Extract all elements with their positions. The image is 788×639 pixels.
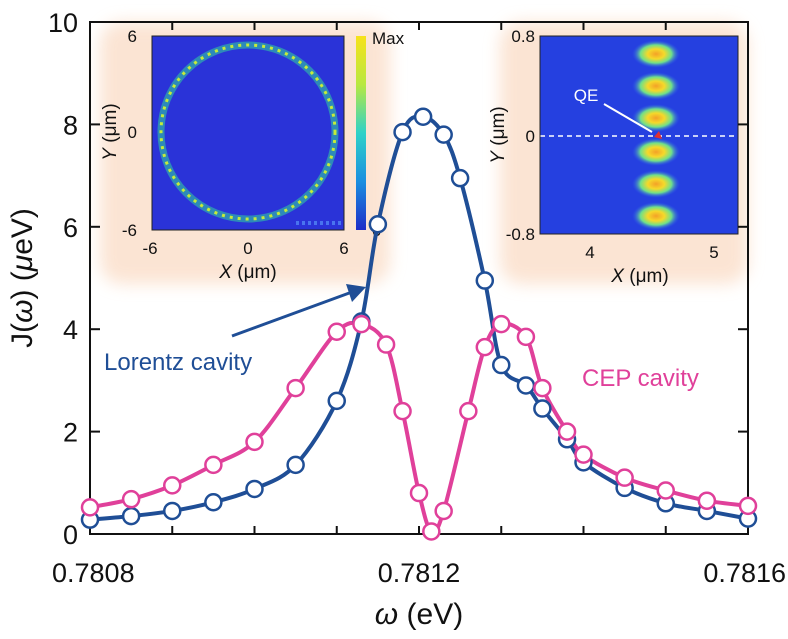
y-tick-label: 6 (63, 213, 78, 243)
data-point-lorentz (413, 107, 433, 126)
data-point-lorentz (450, 168, 470, 188)
data-point-lorentz (163, 501, 182, 521)
data-point-cep (327, 322, 346, 342)
data-point-cep (163, 476, 182, 495)
data-point-cep (459, 401, 478, 421)
data-point-cep (121, 489, 141, 509)
x-tick-label: 0.7812 (378, 558, 461, 588)
data-point-lorentz (475, 271, 495, 290)
data-point-cep (409, 483, 429, 503)
data-point-lorentz (204, 493, 223, 512)
ticks: 0 2 4 6 8 10 0.7808 0.7812 0.7816 (48, 8, 786, 588)
inset-right-xtick: 4 (585, 243, 594, 262)
data-point-lorentz (286, 455, 305, 475)
data-point-cep (475, 337, 495, 357)
inset-left-xtick: -6 (142, 239, 157, 258)
lorentz-arrow-line (231, 290, 353, 338)
x-tick-label: 0.7808 (52, 558, 135, 588)
data-point-cep (615, 468, 634, 487)
data-point-cep (376, 335, 396, 354)
inset-right-xtick: 5 (709, 243, 718, 262)
inset-right-ylabel: Y (μm) (488, 106, 509, 163)
cep-cavity-label: CEP cavity (582, 365, 699, 392)
data-point-lorentz (368, 214, 388, 234)
inset-left-ytick: -6 (122, 221, 137, 240)
inset-right-heatmap (539, 35, 739, 235)
data-point-lorentz (327, 391, 346, 411)
data-point-cep (738, 496, 758, 516)
y-tick-label: 4 (63, 315, 78, 345)
qe-marker-label: QE (574, 86, 599, 105)
inset-left-heatmap (151, 35, 345, 231)
y-tick-label: 10 (48, 8, 78, 38)
data-point-lorentz (121, 506, 141, 526)
y-axis-label: J(ω) (μeV) (6, 208, 39, 348)
x-tick-label: 0.7816 (703, 558, 786, 588)
colorbar-max-label: Max (372, 29, 405, 48)
y-tick-label: 0 (63, 520, 78, 550)
inset-left-xtick: 6 (339, 239, 348, 258)
data-point-cep (204, 455, 223, 475)
data-point-cep (516, 327, 536, 347)
inset-left-ytick: 6 (128, 27, 137, 46)
data-point-lorentz (533, 399, 552, 418)
inset-left-ytick: 0 (128, 123, 137, 142)
inset-right-ytick: 0.8 (511, 27, 535, 46)
data-point-cep (557, 422, 577, 441)
y-tick-label: 8 (63, 110, 78, 140)
data-point-cep (422, 522, 441, 541)
colorbar (356, 36, 366, 230)
lorentz-arrow-head (346, 284, 366, 302)
data-point-cep (533, 378, 552, 398)
data-point-cep (286, 378, 305, 398)
inset-right-xlabel: X (μm) (610, 266, 668, 287)
inset-left-xlabel: X (μm) (218, 262, 276, 283)
data-point-cep (574, 445, 593, 464)
data-point-cep (656, 481, 675, 500)
lorentz-cavity-label: Lorentz cavity (104, 349, 252, 376)
inset-right-ytick: -0.8 (506, 225, 535, 244)
data-point-lorentz (245, 479, 264, 499)
y-tick-label: 2 (63, 418, 78, 448)
data-point-lorentz (434, 125, 453, 144)
inset-right-ytick: 0 (526, 127, 535, 146)
inset-left-xtick: 0 (243, 239, 252, 258)
data-point-lorentz (516, 376, 536, 395)
data-point-cep (434, 501, 453, 521)
data-point-cep (492, 314, 511, 334)
data-point-lorentz (393, 122, 412, 142)
data-point-cep (245, 432, 264, 452)
data-point-cep (393, 401, 412, 421)
data-point-lorentz (492, 355, 511, 375)
data-point-cep (80, 498, 100, 517)
series-layer (80, 107, 758, 541)
data-point-cep (352, 314, 371, 334)
inset-left-ylabel: Y (μm) (100, 103, 121, 160)
x-axis-label: ω (eV) (375, 598, 463, 631)
data-point-cep (697, 491, 717, 510)
